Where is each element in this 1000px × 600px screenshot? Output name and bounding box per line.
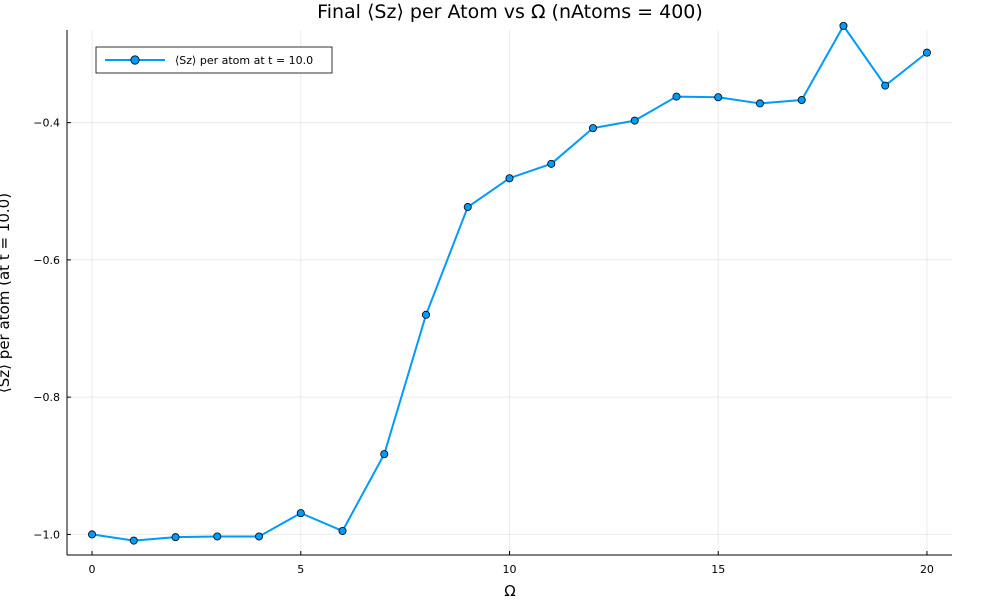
y-tick-label: −0.4 [33,117,60,130]
x-tick-label: 15 [711,563,725,576]
data-point [422,310,431,319]
data-point [88,530,97,539]
legend-entry-label: ⟨Sz⟩ per atom at t = 10.0 [175,54,313,67]
data-point [714,93,723,102]
grid [67,30,952,555]
data-point [171,533,180,542]
data-point [296,509,305,518]
x-tick-label: 10 [503,563,517,576]
data-point [839,21,848,30]
data-point [672,92,681,101]
data-point [129,536,138,545]
axes [66,30,952,556]
data-point [547,159,556,168]
chart-title: Final ⟨Sz⟩ per Atom vs Ω (nAtoms = 400) [317,1,703,23]
data-point [755,99,764,108]
x-tick-label: 5 [297,563,304,576]
data-point [255,532,264,541]
data-point [380,450,389,459]
legend-swatch-marker [130,55,140,65]
y-tick-label: −0.6 [33,254,60,267]
x-axis-label: Ω [504,582,515,600]
data-point [630,116,639,125]
legend: ⟨Sz⟩ per atom at t = 10.0 [95,46,333,74]
y-tick-label: −0.8 [33,391,60,404]
data-point [213,532,222,541]
data-point [922,48,931,57]
data-point [338,526,347,535]
series-layer [88,21,931,545]
data-point [463,203,472,212]
data-point [881,81,890,90]
data-point [505,174,514,183]
data-point [797,96,806,105]
data-point [588,124,597,133]
tick-labels: 0 5 10 15 20 −1.0 −0.8 −0.6 −0.4 [33,117,934,576]
y-axis-label: ⟨Sz⟩ per atom (at t = 10.0) [0,193,13,393]
y-tick-label: −1.0 [33,528,60,541]
x-tick-label: 20 [920,563,934,576]
x-tick-label: 0 [89,563,96,576]
